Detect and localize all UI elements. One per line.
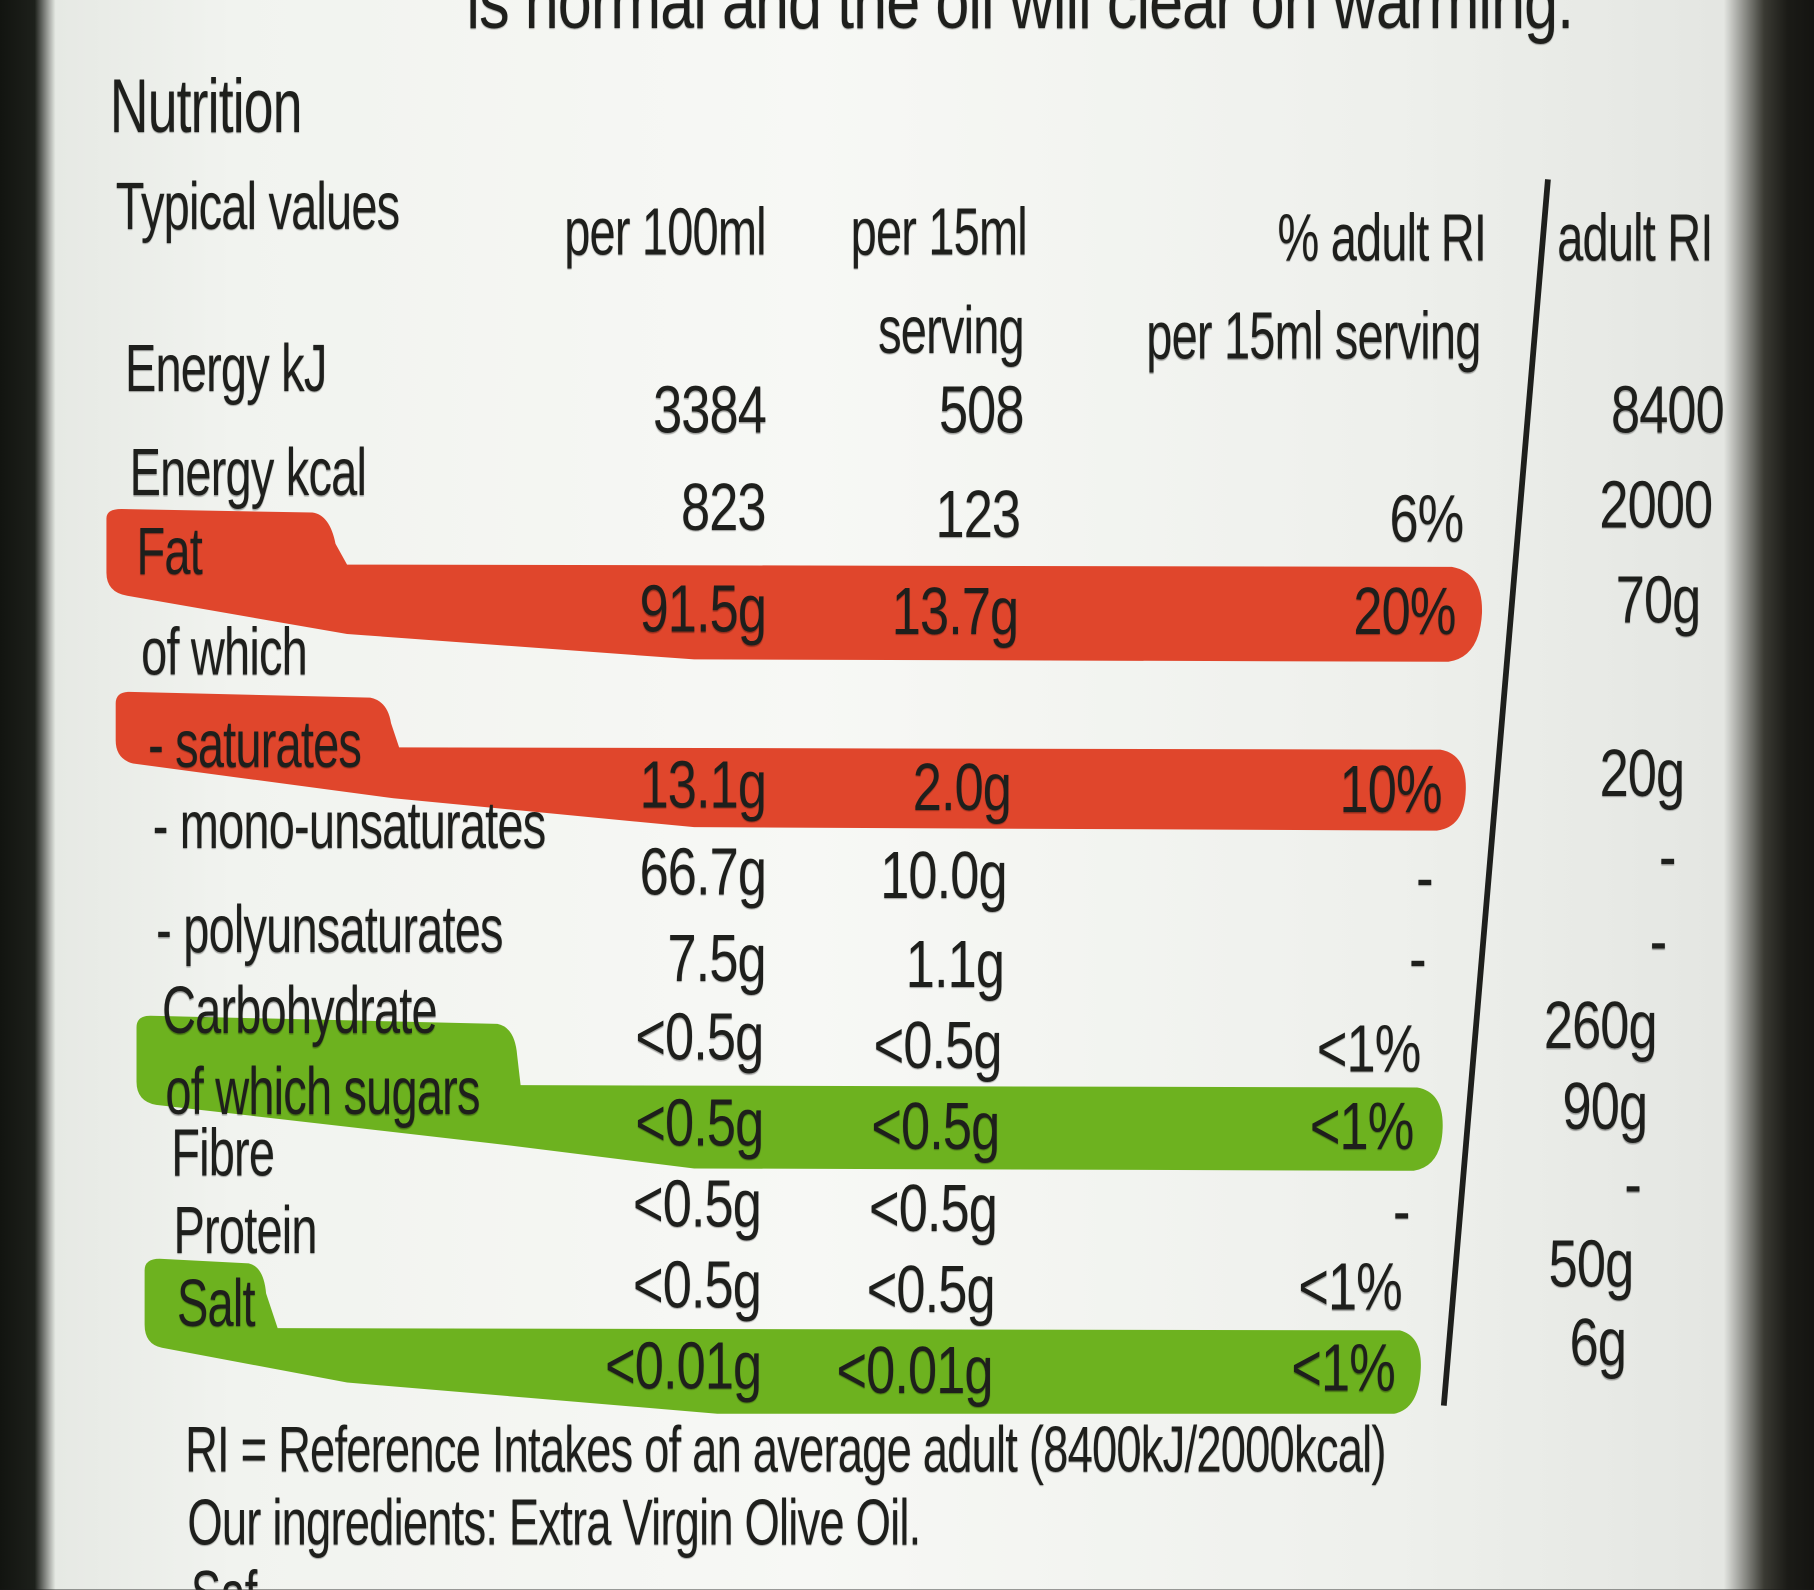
row-pct-ri: - bbox=[1415, 839, 1433, 916]
row-per100: 66.7g bbox=[639, 834, 766, 910]
row-per15: 10.0g bbox=[880, 837, 1007, 913]
row-pct-ri: 6% bbox=[1389, 481, 1465, 557]
row-per100: <0.5g bbox=[633, 1247, 762, 1323]
ingredients: Our ingredients: Extra Virgin Olive Oil. bbox=[187, 1485, 921, 1559]
row-label: Energy kJ bbox=[124, 330, 327, 407]
row-adult-ri: 70g bbox=[1616, 562, 1702, 638]
row-per15: <0.5g bbox=[871, 1088, 1001, 1164]
row-label: of which sugars bbox=[165, 1053, 480, 1130]
row-pct-ri: <1% bbox=[1317, 1011, 1421, 1087]
row-per100: <0.5g bbox=[635, 1085, 765, 1161]
row-pct-ri: <1% bbox=[1291, 1330, 1396, 1406]
header-per15-serving: serving bbox=[878, 292, 1025, 368]
header-pct-ri: % adult RI bbox=[1278, 200, 1487, 276]
row-adult-ri: 8400 bbox=[1610, 372, 1725, 448]
row-pct-ri: <1% bbox=[1298, 1249, 1403, 1325]
row-label: Carbohydrate bbox=[161, 972, 438, 1049]
row-per100: 3384 bbox=[653, 372, 767, 448]
header-adult-ri: adult RI bbox=[1557, 200, 1713, 276]
row-adult-ri: 90g bbox=[1562, 1068, 1649, 1145]
row-per100: <0.01g bbox=[605, 1328, 762, 1404]
row-per100: <0.5g bbox=[635, 999, 765, 1075]
row-label: - saturates bbox=[148, 706, 362, 783]
row-adult-ri: 260g bbox=[1543, 987, 1658, 1064]
row-per15: <0.5g bbox=[867, 1251, 996, 1327]
header-per15: per 15ml bbox=[851, 194, 1028, 270]
saturates-band bbox=[115, 691, 1466, 831]
ri-note: RI = Reference Intakes of an average adu… bbox=[185, 1412, 1386, 1486]
row-label: Salt bbox=[177, 1265, 256, 1341]
sugars-band bbox=[136, 1015, 1443, 1171]
row-adult-ri: - bbox=[1649, 903, 1666, 979]
row-adult-ri: 2000 bbox=[1599, 467, 1713, 543]
header-pct-ri-sub: per 15ml serving bbox=[1146, 298, 1482, 374]
row-per15: 1.1g bbox=[905, 926, 1005, 1002]
row-label: Protein bbox=[173, 1192, 318, 1268]
row-pct-ri: <1% bbox=[1310, 1088, 1414, 1164]
nutrition-title: Nutrition bbox=[109, 62, 303, 149]
row-per15: <0.01g bbox=[836, 1332, 993, 1408]
row-per100: 823 bbox=[681, 469, 767, 545]
row-label: Fat bbox=[136, 513, 203, 589]
row-adult-ri: - bbox=[1658, 819, 1676, 895]
row-pct-ri: 20% bbox=[1353, 573, 1456, 650]
row-per100: 91.5g bbox=[639, 571, 766, 647]
row-label: - mono-unsaturates bbox=[152, 787, 547, 864]
row-per100: 13.1g bbox=[639, 747, 766, 823]
row-label: - polyunsaturates bbox=[156, 891, 503, 968]
row-label: Fibre bbox=[171, 1115, 275, 1191]
row-per100: <0.5g bbox=[633, 1166, 762, 1242]
row-per15: 2.0g bbox=[912, 749, 1012, 825]
row-per15: <0.5g bbox=[869, 1170, 998, 1246]
top-text: is normal and the oil will clear on warm… bbox=[466, 0, 1575, 44]
row-adult-ri: - bbox=[1623, 1146, 1641, 1222]
ri-divider-line bbox=[1440, 179, 1551, 1406]
row-adult-ri: 50g bbox=[1548, 1226, 1635, 1302]
fat-band bbox=[106, 509, 1483, 662]
row-per15: 13.7g bbox=[891, 573, 1019, 650]
salt-band bbox=[144, 1258, 1421, 1414]
row-label: of which bbox=[141, 614, 308, 690]
row-pct-ri: - bbox=[1408, 920, 1426, 997]
row-pct-ri: 10% bbox=[1339, 751, 1442, 828]
row-per100: 7.5g bbox=[667, 920, 767, 997]
row-adult-ri: 20g bbox=[1599, 735, 1686, 811]
cut-off-text: Saf bbox=[191, 1561, 257, 1589]
row-label: Energy kcal bbox=[129, 434, 367, 511]
header-per100: per 100ml bbox=[564, 194, 766, 270]
header-typical-values: Typical values bbox=[115, 168, 400, 245]
row-per15: <0.5g bbox=[873, 1007, 1003, 1083]
row-adult-ri: 6g bbox=[1570, 1304, 1627, 1381]
row-per15: 508 bbox=[939, 372, 1025, 448]
row-per15: 123 bbox=[935, 476, 1022, 552]
row-pct-ri: - bbox=[1392, 1173, 1410, 1249]
